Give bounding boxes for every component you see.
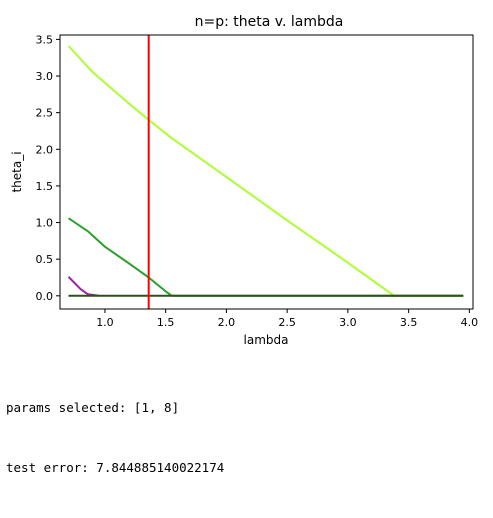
y-axis-label: theta_i — [10, 151, 24, 192]
y-tick-label: 3.5 — [36, 33, 54, 46]
x-tick-label: 4.0 — [461, 316, 479, 329]
cell-text-output: params selected: [1, 8] test error: 7.84… — [6, 358, 224, 518]
y-tick-label: 1.0 — [36, 217, 54, 230]
y-tick-label: 0.0 — [36, 290, 54, 303]
x-tick-label: 3.5 — [400, 316, 418, 329]
notebook-output-cell: n=p: theta v. lambda lambda theta_i 1.0 1… — [6, 14, 479, 475]
x-tick-label: 2.0 — [218, 316, 236, 329]
series-line-3 — [67, 276, 100, 297]
chart-title: n=p: theta v. lambda — [195, 14, 344, 30]
series-line-1 — [67, 45, 464, 297]
y-tick-label: 1.5 — [36, 180, 54, 193]
x-tick-label: 2.5 — [278, 316, 296, 329]
y-tick-label: 2.0 — [36, 143, 54, 156]
axes-frame — [59, 34, 474, 310]
plot-area — [67, 35, 464, 309]
x-axis-label: lambda — [244, 333, 289, 347]
y-tick-label: 2.5 — [36, 107, 54, 120]
series-line-2 — [67, 217, 464, 297]
x-tick-label: 3.0 — [339, 316, 357, 329]
x-tick-label: 1.0 — [96, 316, 114, 329]
y-tick-label: 3.0 — [36, 70, 54, 83]
y-tick-label: 0.5 — [36, 253, 54, 266]
theta-lambda-chart: n=p: theta v. lambda lambda theta_i 1.0 1… — [10, 14, 479, 347]
axis-ticks: 1.0 1.5 2.0 2.5 3.0 3.5 4.0 0.0 0.5 1.0 1.5 2.0 2.5 3… — [36, 33, 479, 329]
x-tick-label: 1.5 — [157, 316, 175, 329]
test-error-line: test error: 7.844885140022174 — [6, 460, 225, 475]
params-selected-line: params selected: [1, 8] — [6, 400, 180, 415]
